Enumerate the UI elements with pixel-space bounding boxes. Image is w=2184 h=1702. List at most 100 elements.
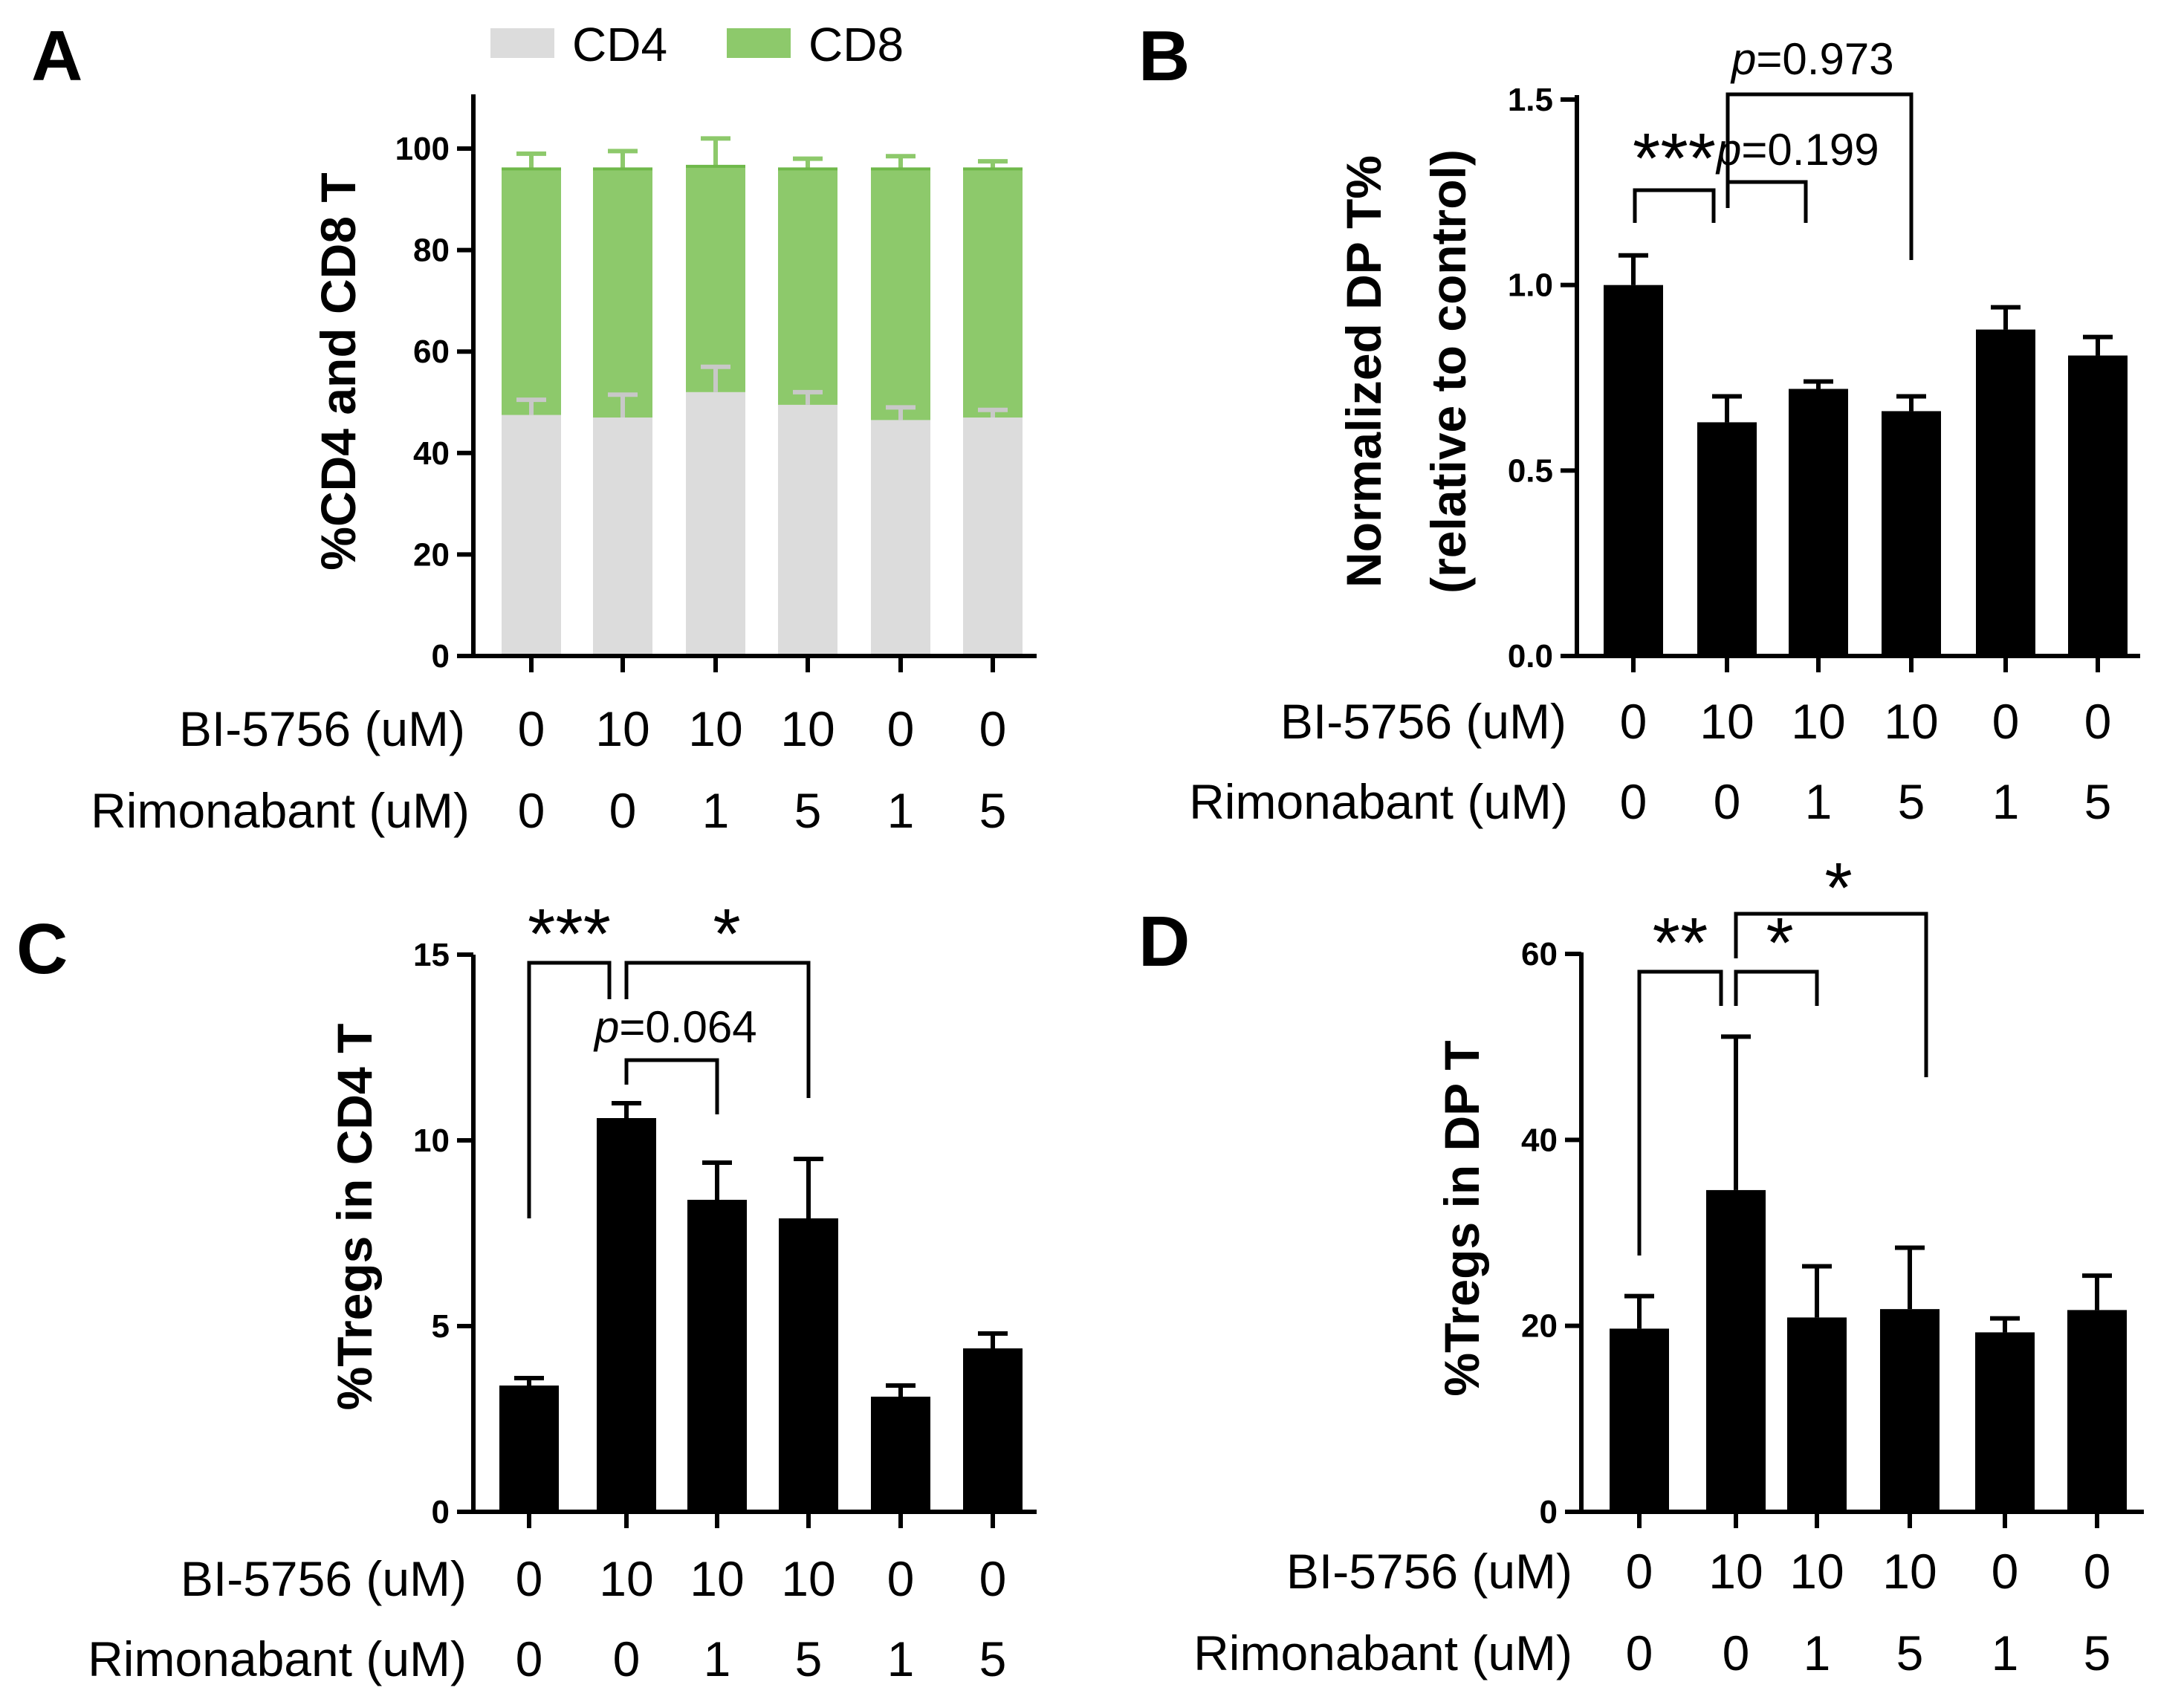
bracket-line	[1726, 180, 1808, 223]
bar	[963, 1348, 1023, 1512]
bar	[1787, 1317, 1847, 1512]
rim-value: 0	[1620, 774, 1647, 829]
error-bars-c	[514, 1101, 1008, 1397]
panel-d: D %Tregs in DP T 0 20 40 60 ** * * BI-5756 …	[1138, 848, 2144, 1680]
bar	[597, 1118, 656, 1512]
sig-label: p=0.199	[1715, 125, 1879, 175]
bar-cd4	[686, 392, 745, 656]
y-tick-label: 15	[413, 937, 450, 973]
bracket-line	[1734, 912, 1928, 1077]
bar	[1882, 411, 1941, 656]
bars-c	[499, 1118, 1023, 1512]
bi-value: 10	[1699, 694, 1754, 749]
sig-bracket-c-1: ***	[527, 894, 612, 1218]
sig-bracket-c-3: p=0.064	[593, 1002, 757, 1114]
bar-cd4	[593, 417, 652, 656]
rim-value: 5	[794, 783, 822, 838]
y-axis-label-c: %Tregs in CD4 T	[327, 1024, 382, 1411]
rim-value: 0	[613, 1631, 641, 1686]
y-tick-label: 40	[413, 435, 450, 472]
sig-bracket-b-2: p=0.199	[1715, 125, 1879, 223]
bar	[2067, 1310, 2127, 1512]
legend-label-cd4: CD4	[572, 18, 667, 71]
rim-value: 5	[979, 783, 1007, 838]
bracket-line	[1637, 969, 1723, 1256]
panel-letter-d: D	[1138, 902, 1190, 981]
y-ticks-a: 0 20 40 60 80 100	[395, 131, 473, 675]
sig-label: *	[713, 894, 740, 974]
y-axis-label-b-line2: (relative to control)	[1421, 149, 1476, 594]
bracket-line	[1726, 92, 1914, 260]
bar-cd4	[963, 417, 1023, 656]
sig-label: ***	[1633, 119, 1716, 198]
panel-letter-b: B	[1138, 16, 1190, 96]
bar-cd4	[871, 420, 930, 656]
bar	[687, 1200, 747, 1512]
sig-label: *	[1824, 848, 1852, 928]
sig-bracket-b-1: ***	[1633, 119, 1716, 223]
rim-value: 1	[1992, 774, 2020, 829]
bi-value: 0	[1992, 694, 2020, 749]
bi-label-b: BI-5756 (uM)	[1280, 694, 1566, 749]
rim-value: 0	[1714, 774, 1741, 829]
x-axis-b	[1575, 654, 2140, 672]
y-tick-label: 80	[413, 233, 450, 269]
bi-value: 10	[1791, 694, 1845, 749]
y-axis-label-a: %CD4 and CD8 T	[311, 172, 366, 570]
bi-value: 0	[1626, 1544, 1653, 1599]
rim-label-b: Rimonabant (uM)	[1189, 774, 1568, 829]
bracket-line	[527, 961, 612, 1218]
bi-value: 0	[516, 1551, 543, 1606]
bracket-line	[1633, 188, 1716, 223]
rim-label-d: Rimonabant (uM)	[1193, 1625, 1572, 1680]
error-bars-a	[516, 136, 1008, 169]
y-tick-label: 60	[413, 334, 450, 370]
y-axis-d: 0 20 40 60	[1521, 936, 1584, 1530]
y-tick-label: 0	[432, 638, 450, 675]
y-axis-label-d: %Tregs in DP T	[1434, 1040, 1489, 1396]
rim-value: 1	[1992, 1625, 2019, 1680]
p-value: =0.064	[619, 1002, 756, 1052]
bar-cd8	[502, 169, 561, 415]
bar-cd8	[593, 169, 652, 418]
bar-cd8	[686, 166, 745, 392]
y-tick-label: 20	[413, 536, 450, 573]
rim-value: 5	[795, 1631, 823, 1686]
bars-b	[1604, 285, 2128, 656]
panel-b: B Normalized DP T% (relative to control)…	[1138, 16, 2140, 829]
legend-swatch-cd4	[490, 28, 554, 58]
y-tick-label: 5	[432, 1308, 450, 1345]
x-axis-a	[471, 654, 1037, 672]
sig-label: p=0.973	[1730, 34, 1894, 84]
y-tick-label: 0	[1540, 1494, 1558, 1530]
bi-value: 0	[979, 701, 1007, 756]
bar	[499, 1386, 559, 1512]
bars-d	[1610, 1189, 2127, 1512]
y-tick-label: 40	[1521, 1122, 1558, 1158]
p-symbol: p	[593, 1002, 619, 1052]
bar	[1610, 1328, 1669, 1512]
bar-cd8	[778, 169, 837, 405]
y-tick-label: 10	[413, 1123, 450, 1159]
sig-bracket-d-1: **	[1637, 903, 1723, 1256]
p-value: =0.973	[1756, 34, 1893, 84]
y-axis-label-b: Normalized DP T%	[1336, 155, 1391, 588]
rim-value: 5	[2084, 774, 2112, 829]
y-tick-label: 0.0	[1508, 638, 1553, 675]
rim-value: 5	[1898, 774, 1925, 829]
x-ticks-c	[527, 1512, 995, 1528]
y-tick-label: 0.5	[1508, 452, 1553, 489]
sig-bracket-d-2: *	[1734, 903, 1819, 1006]
rim-label-c: Rimonabant (uM)	[88, 1631, 467, 1686]
y-axis-a: 0 20 40 60 80 100	[395, 94, 476, 675]
y-tick-label: 100	[395, 131, 450, 167]
sig-bracket-d-3: *	[1734, 848, 1928, 1077]
sig-label: *	[1766, 903, 1793, 983]
bi-value: 10	[690, 1551, 744, 1606]
bi-label-c: BI-5756 (uM)	[181, 1551, 467, 1606]
bar-cd4	[778, 404, 837, 656]
